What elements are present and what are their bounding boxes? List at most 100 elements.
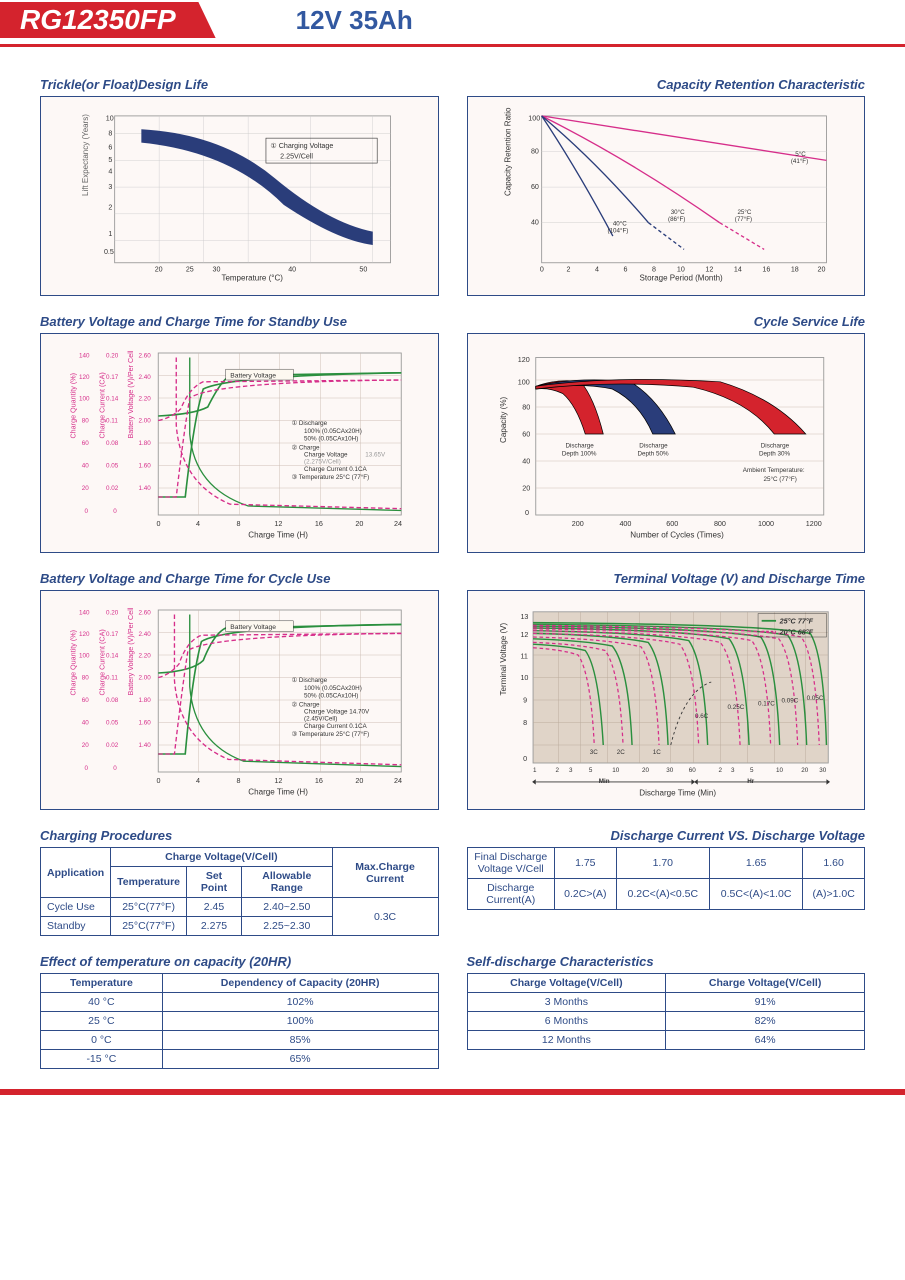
svg-text:120: 120 <box>79 374 90 381</box>
svg-text:0.11: 0.11 <box>106 417 118 424</box>
svg-text:140: 140 <box>79 353 90 360</box>
svg-text:0.20: 0.20 <box>106 610 119 617</box>
svg-text:25°C: 25°C <box>737 209 751 216</box>
svg-text:25°C (77°F): 25°C (77°F) <box>763 475 796 483</box>
svg-text:Number of Cycles (Times): Number of Cycles (Times) <box>630 531 724 540</box>
svg-text:0: 0 <box>84 765 88 772</box>
svg-text:100% (0.05CAx20H): 100% (0.05CAx20H) <box>304 685 362 692</box>
svg-text:10: 10 <box>520 673 528 682</box>
svg-text:11: 11 <box>520 652 527 661</box>
svg-text:5: 5 <box>108 156 112 164</box>
svg-text:② Charge: ② Charge <box>291 701 320 708</box>
svg-text:50% (0.05CAx10H): 50% (0.05CAx10H) <box>304 692 358 699</box>
svg-text:40: 40 <box>530 218 538 226</box>
th-max-current: Max.Charge Current <box>332 848 438 898</box>
svg-text:0: 0 <box>113 508 117 515</box>
svg-text:16: 16 <box>315 776 323 785</box>
svg-text:30°C: 30°C <box>670 209 684 216</box>
svg-text:50: 50 <box>359 266 367 274</box>
svg-text:9: 9 <box>523 696 527 705</box>
self-discharge-table: Charge Voltage(V/Cell) Charge Voltage(V/… <box>467 973 866 1050</box>
svg-text:③ Temperature 25°C (77°F): ③ Temperature 25°C (77°F) <box>291 473 369 481</box>
svg-text:10: 10 <box>776 767 784 774</box>
svg-text:Min: Min <box>598 778 609 785</box>
svg-text:Capacity (%): Capacity (%) <box>499 396 508 443</box>
svg-text:(2.275V/Cell): (2.275V/Cell) <box>304 459 341 466</box>
table-row: 0 °C85% <box>41 1031 439 1050</box>
svg-text:Depth 50%: Depth 50% <box>637 451 669 458</box>
svg-text:20: 20 <box>355 519 363 528</box>
svg-text:1: 1 <box>533 767 537 774</box>
svg-text:12: 12 <box>274 519 282 528</box>
svg-text:Depth 100%: Depth 100% <box>561 451 596 458</box>
chart-discharge-time: 25°C 77°F 20°C 68°F Terminal Voltage (V)… <box>467 590 866 810</box>
chart-capacity-retention: Capacity Retention Ratio (%) Storage Per… <box>467 96 866 296</box>
svg-text:① Charging Voltage: ① Charging Voltage <box>270 142 333 150</box>
svg-text:Discharge Time (Min): Discharge Time (Min) <box>639 788 716 797</box>
temp-cap-title: Effect of temperature on capacity (20HR) <box>40 954 439 969</box>
svg-text:Charge Voltage: Charge Voltage <box>304 452 348 459</box>
svg-text:14: 14 <box>733 266 741 274</box>
svg-text:Charge Current (CA): Charge Current (CA) <box>97 629 106 695</box>
th-temp: Temperature <box>41 974 163 993</box>
th-sd2: Charge Voltage(V/Cell) <box>666 974 865 993</box>
svg-text:0.14: 0.14 <box>106 396 119 403</box>
svg-text:8: 8 <box>237 519 241 528</box>
svg-text:8: 8 <box>652 266 656 274</box>
svg-text:0.08: 0.08 <box>106 440 119 447</box>
th-sd1: Charge Voltage(V/Cell) <box>467 974 666 993</box>
svg-text:1.60: 1.60 <box>138 719 151 726</box>
svg-text:60: 60 <box>522 430 530 439</box>
chart-standby-charge: Battery Voltage ① Discharge 100% (0.05CA… <box>40 333 439 553</box>
chart-cycle-life: Capacity (%) Number of Cycles (Times) 12… <box>467 333 866 553</box>
svg-text:800: 800 <box>713 519 725 528</box>
svg-text:100: 100 <box>79 396 90 403</box>
svg-text:Temperature (°C): Temperature (°C) <box>221 274 283 283</box>
discharge-title: Discharge Current VS. Discharge Voltage <box>467 828 866 843</box>
th-charge-voltage: Charge Voltage(V/Cell) <box>111 848 332 867</box>
svg-text:60: 60 <box>82 440 90 447</box>
svg-text:3: 3 <box>731 767 735 774</box>
svg-text:2: 2 <box>718 767 722 774</box>
svg-text:0.5: 0.5 <box>104 248 114 256</box>
divider-top <box>0 44 905 47</box>
svg-text:120: 120 <box>79 631 90 638</box>
th-allowable: Allowable Range <box>241 867 332 898</box>
svg-text:30: 30 <box>666 767 674 774</box>
svg-text:0.17: 0.17 <box>106 374 119 381</box>
svg-text:60: 60 <box>82 697 90 704</box>
chart-cycle-charge: Battery Voltage ① Discharge 100% (0.05CA… <box>40 590 439 810</box>
charging-table: Application Charge Voltage(V/Cell) Max.C… <box>40 847 439 936</box>
svg-text:① Discharge: ① Discharge <box>291 420 327 427</box>
svg-text:(2.45V/Cell): (2.45V/Cell) <box>304 716 337 723</box>
svg-text:2.40: 2.40 <box>138 631 151 638</box>
chart1-title: Trickle(or Float)Design Life <box>40 77 439 92</box>
svg-text:Charge Current 0.1CA: Charge Current 0.1CA <box>304 466 367 473</box>
svg-text:Charge Current 0.1CA: Charge Current 0.1CA <box>304 723 367 730</box>
svg-text:(104°F): (104°F) <box>607 227 628 234</box>
svg-text:0: 0 <box>523 754 527 763</box>
svg-text:12: 12 <box>274 776 282 785</box>
svg-text:4: 4 <box>196 776 200 785</box>
svg-text:2.60: 2.60 <box>138 353 151 360</box>
table-row: 25 °C100% <box>41 1012 439 1031</box>
svg-text:3C: 3C <box>589 749 598 756</box>
svg-text:5: 5 <box>588 767 592 774</box>
svg-text:20: 20 <box>82 742 90 749</box>
svg-text:1.40: 1.40 <box>138 485 151 492</box>
svg-text:2: 2 <box>555 767 559 774</box>
svg-text:Depth 30%: Depth 30% <box>758 451 790 458</box>
svg-text:1.60: 1.60 <box>138 462 151 469</box>
svg-text:4: 4 <box>108 168 112 176</box>
table-row: -15 °C65% <box>41 1050 439 1069</box>
svg-text:0.20: 0.20 <box>106 353 119 360</box>
svg-text:① Discharge: ① Discharge <box>291 677 327 684</box>
svg-text:0: 0 <box>156 776 160 785</box>
svg-text:0: 0 <box>539 266 543 274</box>
svg-text:40: 40 <box>82 719 90 726</box>
svg-text:0.02: 0.02 <box>106 485 119 492</box>
svg-text:140: 140 <box>79 610 90 617</box>
svg-text:③ Temperature 25°C (77°F): ③ Temperature 25°C (77°F) <box>291 730 369 738</box>
svg-text:80: 80 <box>82 674 90 681</box>
svg-text:120: 120 <box>517 355 529 364</box>
